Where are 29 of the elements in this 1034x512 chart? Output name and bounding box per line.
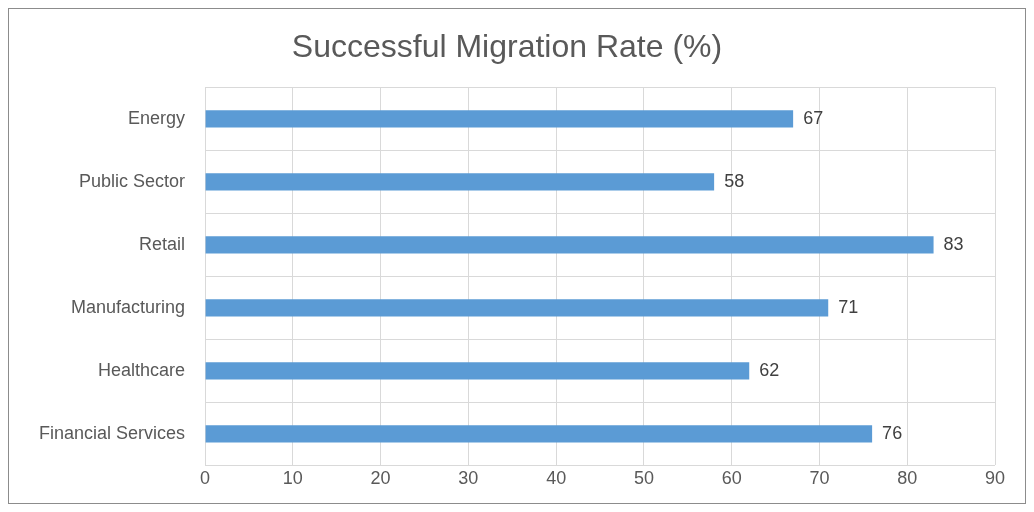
y-tick-label: Energy — [128, 107, 186, 128]
data-label: 71 — [838, 296, 859, 317]
data-label: 62 — [759, 359, 780, 380]
data-label: 67 — [803, 107, 824, 128]
x-tick-label: 90 — [984, 468, 1006, 489]
bar — [205, 299, 829, 317]
bar — [205, 110, 794, 128]
y-tick-label: Financial Services — [38, 422, 186, 443]
y-tick-label: Public Sector — [78, 170, 186, 191]
x-tick-label: 30 — [458, 468, 479, 489]
data-label: 76 — [882, 422, 903, 443]
bar — [205, 425, 873, 443]
x-tick-label: 50 — [633, 468, 654, 489]
y-tick-label: Manufacturing — [70, 296, 186, 317]
x-tick-label: 70 — [809, 468, 830, 489]
data-label: 83 — [943, 233, 964, 254]
chart-title: Successful Migration Rate (%) — [291, 28, 723, 65]
data-label: 58 — [724, 170, 745, 191]
x-tick-label: 0 — [200, 468, 211, 489]
bar — [205, 173, 715, 191]
x-tick-label: 10 — [282, 468, 303, 489]
x-tick-label: 40 — [546, 468, 567, 489]
bar — [205, 362, 750, 380]
x-tick-label: 80 — [897, 468, 918, 489]
x-tick-label: 20 — [370, 468, 391, 489]
bar — [205, 236, 934, 254]
y-tick-label: Retail — [139, 233, 186, 254]
x-tick-label: 60 — [721, 468, 742, 489]
y-tick-label: Healthcare — [98, 359, 186, 380]
